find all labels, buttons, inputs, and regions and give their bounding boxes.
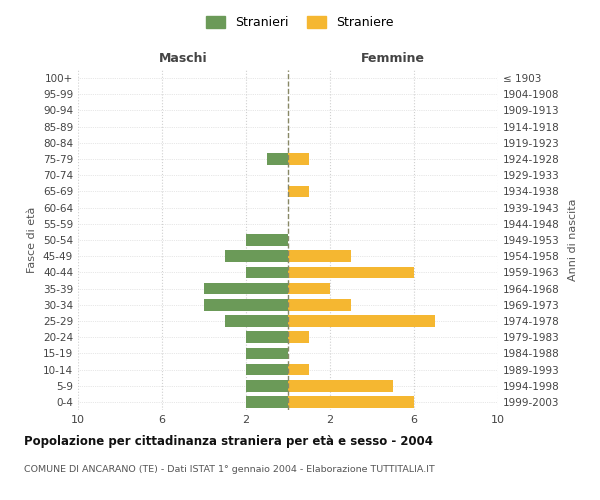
Bar — [288, 332, 309, 343]
Bar — [225, 250, 288, 262]
Bar — [204, 282, 288, 294]
Bar — [288, 186, 309, 198]
Bar — [246, 364, 288, 376]
Bar — [204, 299, 288, 310]
Bar — [246, 396, 288, 407]
Bar — [246, 266, 288, 278]
Bar — [288, 364, 309, 376]
Y-axis label: Fasce di età: Fasce di età — [28, 207, 37, 273]
Bar — [225, 315, 288, 327]
Bar — [246, 348, 288, 359]
Y-axis label: Anni di nascita: Anni di nascita — [568, 198, 578, 281]
Text: Popolazione per cittadinanza straniera per età e sesso - 2004: Popolazione per cittadinanza straniera p… — [24, 435, 433, 448]
Text: Maschi: Maschi — [158, 52, 208, 65]
Bar — [246, 234, 288, 246]
Bar — [288, 153, 309, 165]
Bar — [288, 299, 351, 310]
Bar — [288, 315, 435, 327]
Bar — [288, 266, 414, 278]
Text: Femmine: Femmine — [361, 52, 425, 65]
Bar — [288, 282, 330, 294]
Bar — [267, 153, 288, 165]
Bar — [246, 380, 288, 392]
Bar — [246, 332, 288, 343]
Legend: Stranieri, Straniere: Stranieri, Straniere — [202, 11, 398, 34]
Text: COMUNE DI ANCARANO (TE) - Dati ISTAT 1° gennaio 2004 - Elaborazione TUTTITALIA.I: COMUNE DI ANCARANO (TE) - Dati ISTAT 1° … — [24, 465, 435, 474]
Bar — [288, 250, 351, 262]
Bar — [288, 380, 393, 392]
Bar — [288, 396, 414, 407]
